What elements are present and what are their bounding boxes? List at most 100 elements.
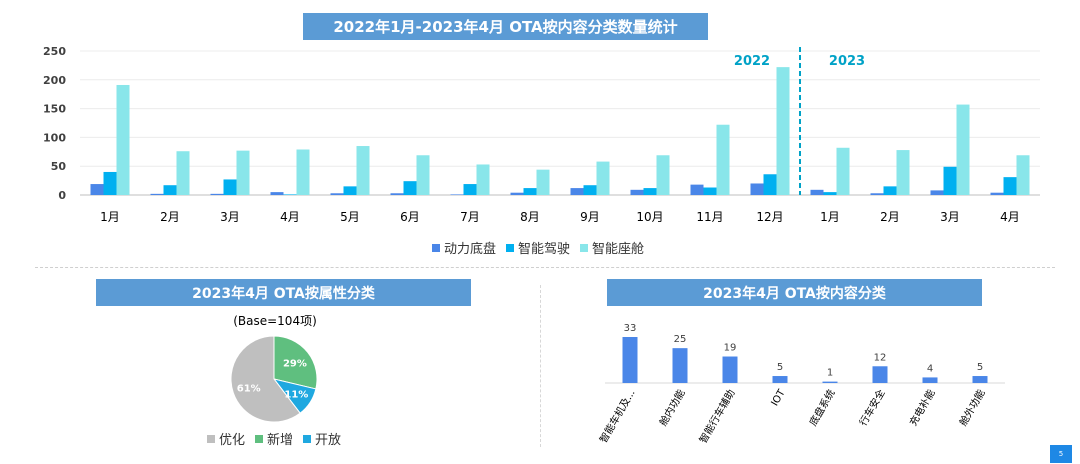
bar-series0-cat12	[810, 189, 824, 195]
bar-series2-cat3	[296, 149, 310, 195]
x-tick-label-10: 11月	[696, 210, 723, 224]
bar-series2-cat4	[356, 146, 370, 195]
category-bar-7	[972, 376, 988, 383]
legend-swatch-driving	[506, 243, 515, 252]
bar-series1-cat2	[223, 179, 237, 195]
category-value-label-2: 19	[724, 343, 737, 354]
x-tick-label-1: 2月	[160, 210, 180, 224]
bar-series0-cat8	[570, 188, 584, 195]
bar-series2-cat9	[656, 155, 670, 195]
legend-swatch-powertrain	[432, 243, 440, 252]
category-bar-0	[622, 337, 638, 383]
bar-series0-cat11	[750, 183, 764, 195]
year-label-2023: 2023	[829, 54, 865, 69]
bar-series1-cat1	[163, 185, 177, 195]
bar-series0-cat3	[270, 192, 284, 195]
pie-base-note: (Base=104项)	[233, 314, 317, 328]
legend-label-driving: 智能驾驶	[518, 242, 571, 257]
x-tick-label-2: 3月	[220, 210, 240, 224]
category-bar-5	[872, 366, 888, 383]
pie-slice-1	[273, 335, 318, 390]
section-divider	[35, 267, 1055, 268]
category-tick-label-5: 行车安全	[856, 387, 887, 428]
category-bar-1	[672, 348, 688, 383]
category-bar-6	[922, 377, 938, 383]
bar-series1-cat5	[403, 181, 417, 195]
bar-series1-cat11	[763, 174, 777, 195]
x-tick-label-13: 2月	[880, 210, 900, 224]
bar-series1-cat9	[643, 188, 657, 195]
year-label-2022: 2022	[734, 54, 770, 69]
bar-series1-cat8	[583, 185, 597, 195]
category-tick-label-0: 智能车机及...	[597, 387, 638, 445]
bar-series2-cat0	[116, 84, 130, 195]
bar-series0-cat10	[690, 184, 704, 195]
bar-series0-cat2	[210, 193, 224, 195]
category-bar-4	[822, 381, 838, 383]
bar-series2-cat2	[236, 150, 250, 195]
bar-series0-cat15	[990, 192, 1004, 195]
bar-series0-cat4	[330, 193, 344, 195]
category-value-label-7: 5	[977, 362, 983, 373]
bar-series0-cat14	[930, 190, 944, 195]
pie-label-0: 61%	[237, 384, 261, 395]
bar-series2-cat14	[956, 104, 970, 195]
bar-series1-cat6	[463, 184, 477, 195]
category-value-label-6: 4	[927, 363, 933, 374]
x-tick-label-8: 9月	[580, 210, 600, 224]
x-tick-label-0: 1月	[100, 210, 120, 224]
page-number: 5	[1050, 445, 1072, 463]
pie-legend-item-open: 开放	[303, 429, 341, 448]
pie-legend-item-new: 新增	[255, 429, 293, 448]
bar-series0-cat0	[90, 184, 104, 195]
y-tick-label-2: 100	[43, 131, 66, 144]
pie-label-2: 11%	[284, 390, 308, 401]
bar-series1-cat7	[523, 188, 537, 195]
category-tick-label-1: 舱内功能	[656, 387, 687, 428]
legend-label-cockpit: 智能座舱	[592, 242, 645, 257]
category-tick-label-6: 充电补能	[906, 387, 937, 428]
x-tick-label-14: 3月	[940, 210, 960, 224]
pie-legend-label-open: 开放	[315, 433, 342, 448]
pie-legend-label-optimize: 优化	[219, 433, 246, 448]
x-tick-label-5: 6月	[400, 210, 420, 224]
pie-legend-label-new: 新增	[267, 433, 294, 448]
bar-series1-cat3	[283, 194, 297, 195]
x-tick-label-12: 1月	[820, 210, 840, 224]
pie-chart-title: 2023年4月 OTA按属性分类	[96, 279, 471, 306]
legend-label-powertrain: 动力底盘	[444, 242, 497, 257]
x-tick-label-3: 4月	[280, 210, 300, 224]
bar-series2-cat1	[176, 151, 190, 195]
pie-legend-item-optimize: 优化	[207, 429, 245, 448]
x-tick-label-11: 12月	[756, 210, 783, 224]
category-bar-2	[722, 356, 738, 383]
bar-series2-cat11	[776, 67, 790, 195]
pie-legend-swatch-open	[303, 434, 312, 443]
category-value-label-1: 25	[674, 334, 687, 345]
bar-series1-cat14	[943, 166, 957, 195]
main-chart-legend: 动力底盘 智能驾驶 智能座舱	[432, 238, 654, 257]
pie-legend-swatch-new	[255, 434, 264, 443]
bar-series2-cat6	[476, 164, 490, 195]
bar-series0-cat6	[450, 194, 464, 195]
x-tick-label-7: 8月	[520, 210, 540, 224]
bar-series1-cat13	[883, 186, 897, 195]
y-tick-label-5: 250	[43, 45, 66, 58]
bar-series2-cat7	[536, 169, 550, 195]
bar-series1-cat0	[103, 171, 117, 195]
category-tick-label-4: 底盘系统	[806, 387, 837, 428]
bar-series2-cat15	[1016, 155, 1030, 195]
y-tick-label-0: 0	[58, 189, 66, 202]
bar-series0-cat1	[150, 193, 164, 195]
bar-series1-cat12	[823, 192, 837, 195]
category-tick-label-7: 舱外功能	[956, 387, 987, 428]
bar-series1-cat10	[703, 187, 717, 195]
category-bar-3	[772, 376, 788, 383]
bar-series2-cat13	[896, 150, 910, 195]
bar-series2-cat12	[836, 147, 850, 195]
bar-series0-cat13	[870, 193, 884, 195]
y-tick-label-4: 200	[43, 74, 66, 87]
category-tick-label-3: IOT	[770, 387, 788, 408]
pie-legend: 优化 新增 开放	[207, 429, 351, 448]
